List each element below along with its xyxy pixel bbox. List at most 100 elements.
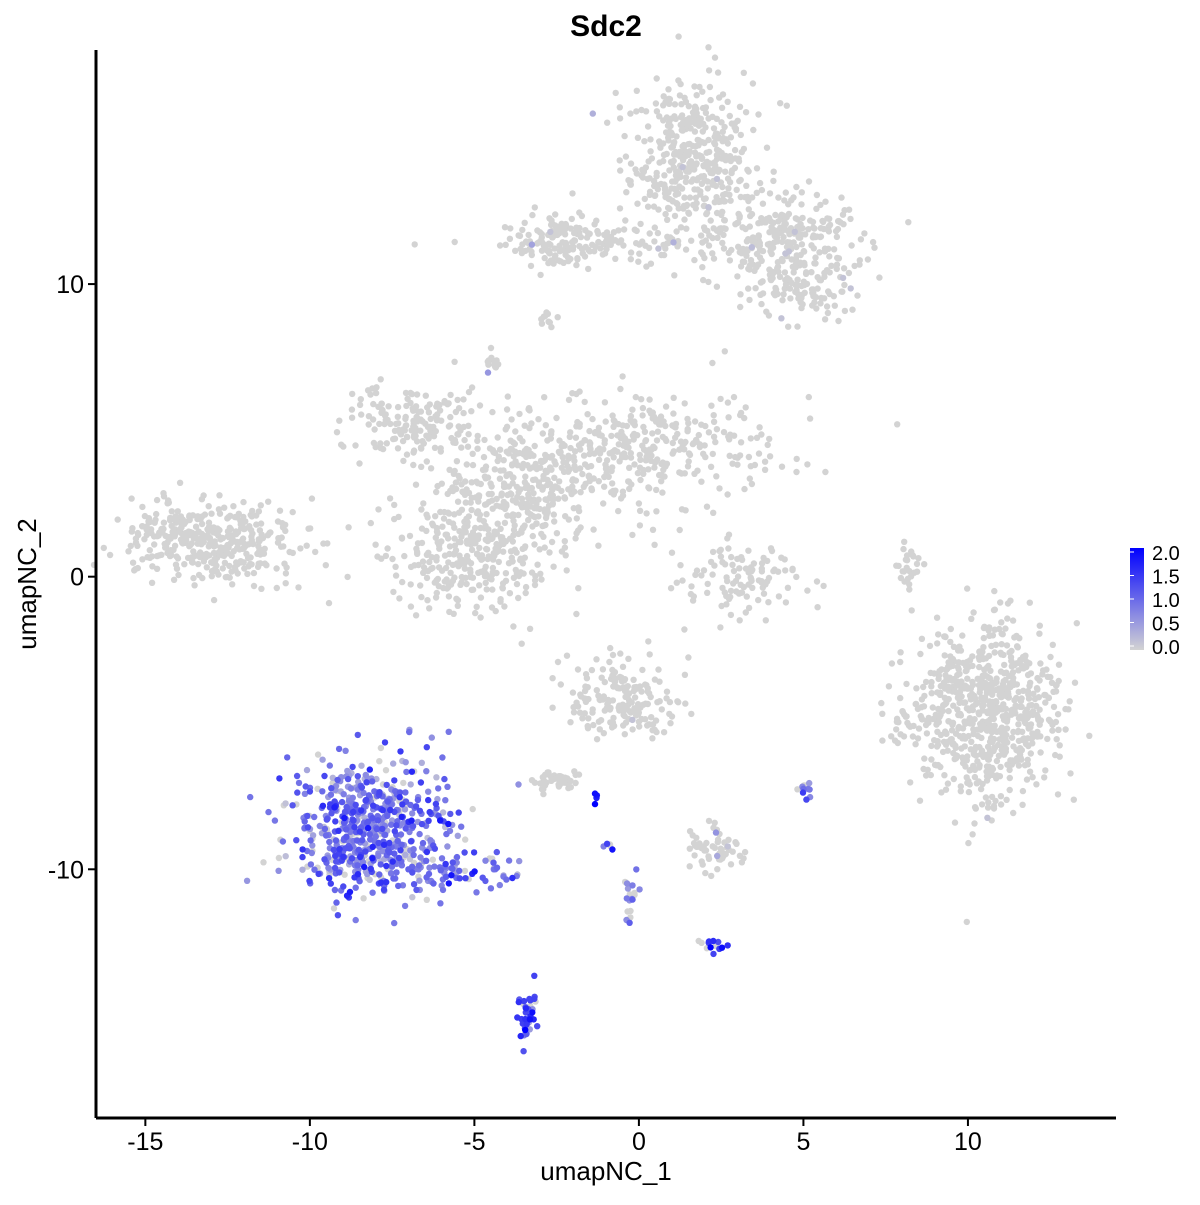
cell-point bbox=[444, 490, 451, 498]
cell-point bbox=[961, 685, 968, 692]
cell-point bbox=[509, 497, 517, 504]
cell-point bbox=[724, 843, 731, 850]
cell-point bbox=[279, 838, 287, 845]
cell-point bbox=[616, 115, 624, 122]
cell-point bbox=[969, 662, 976, 670]
cell-point bbox=[700, 276, 707, 284]
cell-point bbox=[660, 102, 667, 109]
cell-point bbox=[924, 766, 931, 773]
cell-point bbox=[412, 481, 420, 488]
cell-point bbox=[413, 886, 420, 894]
cell-point bbox=[309, 842, 316, 849]
cell-point bbox=[916, 797, 924, 804]
cell-point bbox=[442, 860, 449, 868]
cell-point bbox=[482, 579, 489, 587]
cell-point bbox=[482, 466, 489, 473]
cell-point bbox=[993, 705, 1000, 712]
cell-point bbox=[699, 104, 707, 112]
cell-point bbox=[452, 547, 460, 554]
cell-point bbox=[552, 211, 559, 218]
cell-point bbox=[733, 186, 740, 193]
cell-point bbox=[503, 406, 511, 413]
cell-point bbox=[375, 852, 382, 859]
cell-point bbox=[678, 101, 685, 108]
cell-point bbox=[332, 818, 339, 825]
cell-point bbox=[463, 537, 471, 544]
cell-point bbox=[945, 687, 952, 694]
cell-point bbox=[128, 495, 135, 502]
cell-point bbox=[210, 596, 218, 604]
cell-point bbox=[194, 515, 201, 523]
cell-point bbox=[622, 153, 630, 160]
cell-point bbox=[538, 484, 546, 491]
cell-point bbox=[468, 408, 475, 415]
cell-point bbox=[538, 230, 545, 238]
cell-point bbox=[830, 293, 837, 300]
cell-point bbox=[710, 937, 717, 945]
cell-point bbox=[620, 707, 628, 714]
cell-point bbox=[954, 694, 962, 701]
cell-point bbox=[806, 779, 813, 787]
cell-point bbox=[458, 444, 465, 451]
cell-point bbox=[687, 590, 695, 598]
cell-point bbox=[372, 443, 379, 451]
cell-point bbox=[582, 683, 589, 690]
cell-point bbox=[568, 215, 575, 223]
cell-point bbox=[910, 553, 917, 560]
cell-point bbox=[549, 704, 556, 711]
cell-point bbox=[319, 788, 326, 795]
cell-point bbox=[531, 204, 538, 211]
cell-point bbox=[659, 489, 666, 496]
cell-point bbox=[377, 440, 384, 447]
cell-point bbox=[702, 124, 709, 131]
cell-point bbox=[790, 269, 797, 276]
cell-point bbox=[625, 478, 632, 485]
cell-point bbox=[504, 393, 511, 400]
cell-point bbox=[328, 785, 335, 792]
chart-title: Sdc2 bbox=[570, 10, 642, 43]
cell-point bbox=[257, 502, 264, 509]
cell-point bbox=[659, 433, 666, 441]
cell-point bbox=[639, 412, 646, 419]
cell-point bbox=[199, 574, 206, 582]
cell-point bbox=[448, 872, 455, 879]
cell-point bbox=[481, 571, 489, 579]
cell-point bbox=[963, 918, 970, 926]
cell-point bbox=[348, 855, 356, 862]
cell-point bbox=[1013, 694, 1020, 702]
cell-point bbox=[426, 605, 433, 612]
cell-point bbox=[922, 721, 930, 729]
cell-point bbox=[798, 241, 806, 248]
cell-point bbox=[1054, 711, 1062, 718]
cell-point bbox=[534, 240, 541, 247]
cell-point bbox=[508, 462, 516, 469]
cell-point bbox=[533, 500, 540, 508]
cell-point bbox=[369, 843, 376, 851]
cell-point bbox=[685, 209, 692, 216]
cell-point bbox=[394, 403, 402, 411]
cell-point bbox=[785, 201, 792, 208]
cell-point bbox=[705, 166, 712, 173]
cell-point bbox=[718, 155, 726, 162]
cell-point bbox=[691, 83, 698, 90]
cell-point bbox=[817, 201, 824, 209]
cell-point bbox=[649, 721, 657, 728]
cell-point bbox=[663, 114, 671, 121]
cell-point bbox=[965, 732, 972, 740]
cell-point bbox=[766, 435, 773, 443]
cell-point bbox=[240, 513, 247, 521]
cell-point bbox=[688, 583, 695, 590]
cell-point bbox=[787, 295, 794, 302]
cell-point bbox=[603, 246, 610, 253]
cell-point bbox=[724, 942, 731, 949]
cell-point bbox=[203, 564, 210, 571]
cell-point bbox=[689, 597, 697, 604]
cell-point bbox=[139, 503, 146, 511]
cell-point bbox=[200, 558, 208, 565]
cell-point bbox=[396, 595, 403, 602]
cell-point bbox=[497, 467, 504, 474]
cell-point bbox=[732, 453, 739, 461]
cell-point bbox=[769, 274, 776, 282]
cell-point bbox=[1015, 762, 1023, 769]
cell-point bbox=[775, 194, 782, 201]
